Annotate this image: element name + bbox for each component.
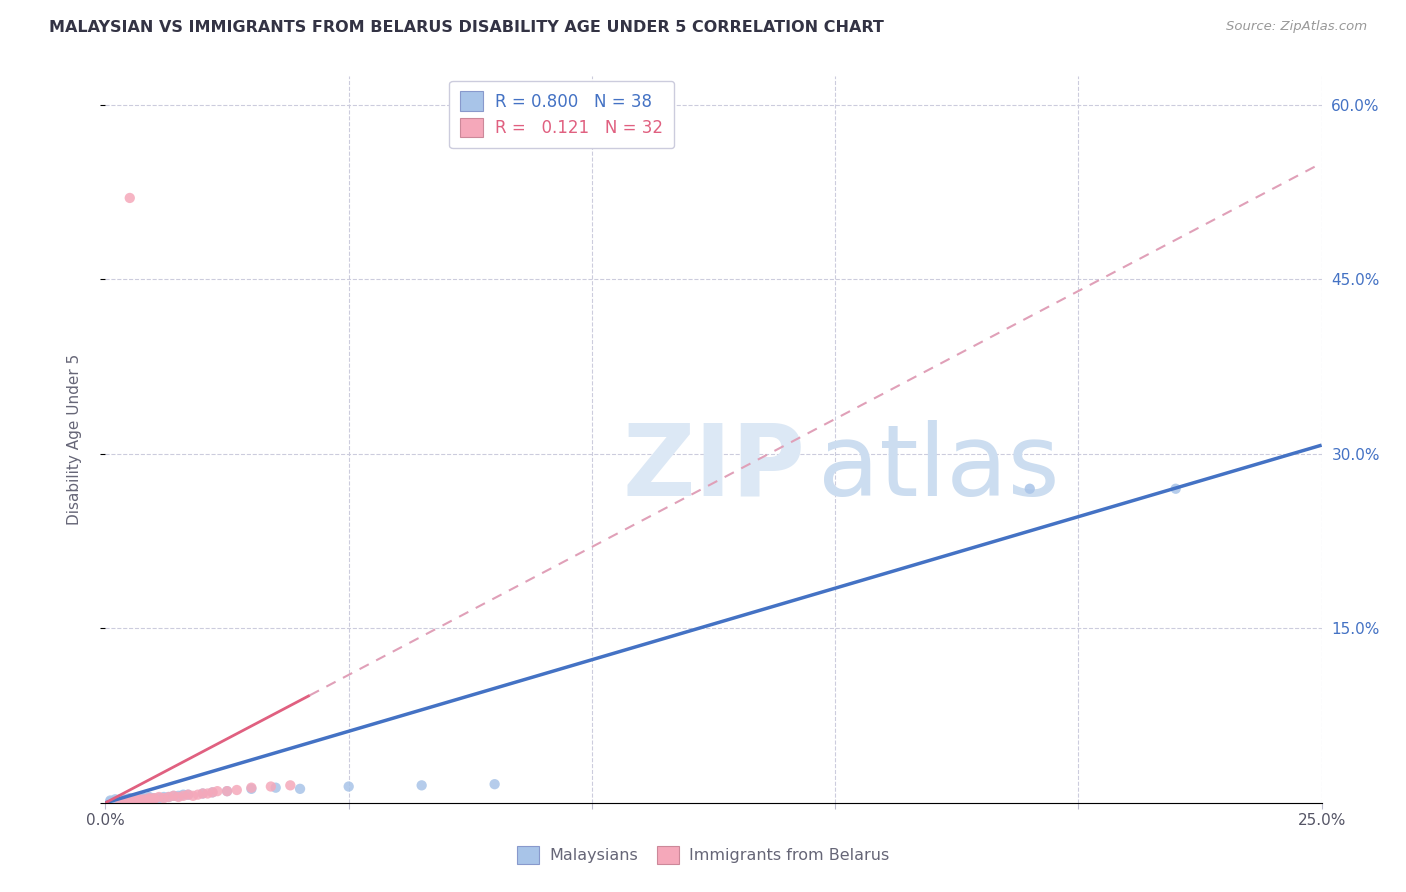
Point (108, 795, 131, 809)
Point (124, 792, 146, 806)
Point (167, 789, 190, 803)
Point (114, 793, 136, 807)
Point (148, 791, 170, 805)
Point (143, 791, 166, 805)
Point (124, 791, 146, 805)
Point (118, 792, 141, 806)
Point (260, 780, 283, 794)
Point (157, 789, 180, 804)
Point (411, 778, 433, 792)
Point (148, 789, 170, 804)
Point (240, 780, 263, 795)
Point (225, 783, 247, 797)
Y-axis label: Disability Age Under 5: Disability Age Under 5 (67, 354, 82, 524)
Point (128, 792, 150, 806)
Point (138, 792, 160, 806)
Point (191, 787, 214, 801)
Point (191, 787, 214, 801)
Point (134, 792, 156, 806)
Point (153, 791, 176, 805)
Point (128, 789, 150, 804)
Point (187, 788, 209, 802)
Text: MALAYSIAN VS IMMIGRANTS FROM BELARUS DISABILITY AGE UNDER 5 CORRELATION CHART: MALAYSIAN VS IMMIGRANTS FROM BELARUS DIS… (49, 20, 884, 35)
Point (134, 793, 156, 807)
Point (181, 789, 204, 803)
Point (240, 781, 263, 796)
Point (217, 784, 239, 798)
Point (177, 788, 200, 802)
Point (278, 778, 301, 792)
Text: ZIP: ZIP (621, 420, 806, 516)
Point (118, 191, 141, 205)
Point (197, 787, 219, 801)
Point (124, 793, 146, 807)
Point (98, 795, 121, 809)
Point (108, 792, 131, 806)
Point (134, 792, 156, 806)
Text: Source: ZipAtlas.com: Source: ZipAtlas.com (1226, 20, 1367, 33)
Point (288, 781, 311, 796)
Point (484, 777, 506, 791)
Point (201, 785, 224, 799)
Point (264, 780, 287, 795)
Point (201, 785, 224, 799)
Point (118, 793, 141, 807)
Point (337, 780, 360, 794)
Point (128, 793, 150, 807)
Point (98, 793, 121, 807)
Point (1164, 482, 1187, 496)
Point (114, 792, 136, 806)
Point (172, 788, 194, 802)
Point (118, 795, 141, 809)
Point (143, 791, 166, 805)
Point (162, 789, 184, 803)
Point (108, 795, 131, 809)
Point (104, 792, 127, 806)
Point (153, 789, 176, 804)
Point (207, 784, 229, 798)
Point (138, 792, 160, 806)
Point (128, 792, 150, 806)
Point (157, 789, 180, 804)
Point (134, 791, 156, 805)
Point (1018, 482, 1040, 496)
Point (162, 789, 184, 803)
Legend: Malaysians, Immigrants from Belarus: Malaysians, Immigrants from Belarus (510, 839, 896, 871)
Point (114, 793, 136, 807)
Point (143, 792, 166, 806)
Point (177, 788, 200, 802)
Point (138, 791, 160, 805)
Legend: R = 0.800   N = 38, R =   0.121   N = 32: R = 0.800 N = 38, R = 0.121 N = 32 (449, 80, 673, 148)
Point (108, 793, 131, 807)
Text: atlas: atlas (818, 420, 1059, 516)
Point (172, 789, 194, 803)
Point (167, 789, 190, 804)
Point (118, 791, 141, 805)
Point (104, 795, 127, 809)
Point (138, 789, 160, 804)
Point (217, 784, 239, 798)
